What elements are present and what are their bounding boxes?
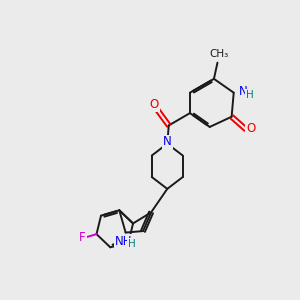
Text: F: F — [79, 231, 86, 244]
Text: O: O — [246, 122, 256, 135]
Text: N: N — [163, 135, 172, 148]
Text: O: O — [149, 98, 159, 111]
Text: NH: NH — [115, 235, 132, 248]
Text: H: H — [128, 239, 135, 249]
Text: H: H — [246, 90, 254, 100]
Text: N: N — [239, 85, 248, 98]
Text: CH₃: CH₃ — [209, 50, 229, 59]
